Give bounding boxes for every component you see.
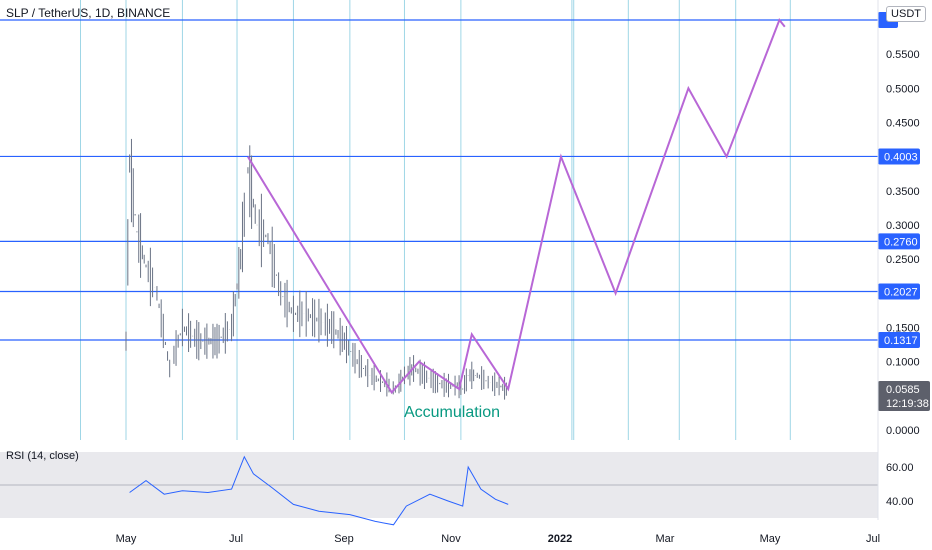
current-price-tag[interactable] [878,381,930,412]
time-tick-label: Jul [866,533,880,545]
level-price-tag[interactable] [878,148,920,165]
bar-countdown: 12:19:38 [886,398,929,410]
time-tick-label: Sep [334,533,354,545]
rsi-tick-label: 60.00 [886,462,914,474]
currency-badge[interactable]: USDT [886,6,926,22]
level-price-label: 0.2027 [884,286,918,298]
rsi-tick-label: 40.00 [886,496,914,508]
accumulation-annotation[interactable]: Accumulation [404,404,500,421]
level-price-label: 0.4003 [884,151,918,163]
time-tick-label: May [116,533,137,545]
price-tick-label: 0.0000 [886,425,920,437]
time-tick-label: 2022 [548,533,572,545]
price-tick-label: 0.1000 [886,357,920,369]
price-tick-label: 0.5000 [886,83,920,95]
level-price-tag[interactable] [878,233,920,250]
current-price-label: 0.0585 [886,384,920,396]
price-tick-label: 0.3500 [886,186,920,198]
time-tick-label: Jul [229,533,243,545]
projection-line[interactable] [247,18,786,395]
price-tick-label: 0.3000 [886,220,920,232]
symbol-title[interactable]: SLP / TetherUS, 1D, BINANCE [6,6,171,20]
level-price-label: 0.1317 [884,335,918,347]
price-tick-label: 0.5500 [886,49,920,61]
level-price-tag[interactable] [878,283,920,300]
level-price-label: 0.2760 [884,236,918,248]
price-tick-label: 0.4500 [886,118,920,130]
level-price-tag[interactable] [878,332,920,349]
price-tick-label: 0.2500 [886,254,920,266]
rsi-line [129,455,509,526]
rsi-title[interactable]: RSI (14, close) [6,450,79,462]
time-tick-label: May [760,533,781,545]
time-tick-label: Mar [656,533,675,545]
time-tick-label: Nov [441,533,461,545]
price-tick-label: 0.1500 [886,323,920,335]
